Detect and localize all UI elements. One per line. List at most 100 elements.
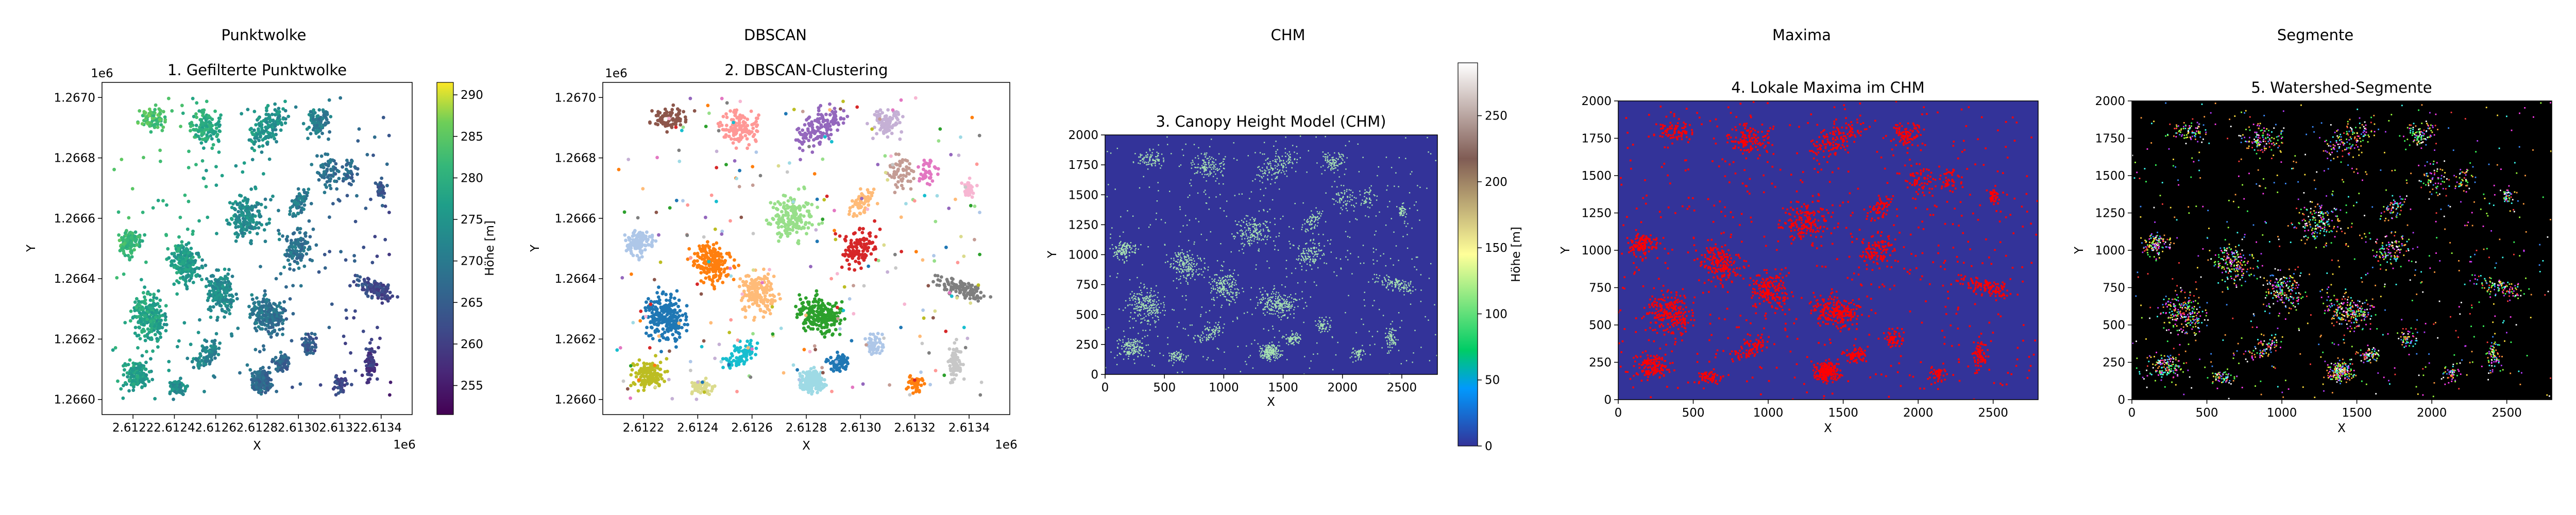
data-point xyxy=(138,109,142,113)
cluster-point xyxy=(654,354,657,358)
data-point xyxy=(345,174,349,178)
data-point xyxy=(307,344,311,348)
cluster-point xyxy=(749,282,753,285)
cluster-point xyxy=(660,377,664,381)
data-point xyxy=(291,312,295,316)
data-point xyxy=(122,373,126,377)
data-point xyxy=(173,389,177,393)
cluster-point xyxy=(927,164,931,168)
data-point xyxy=(269,198,273,202)
cluster-point xyxy=(665,130,669,134)
data-point xyxy=(253,186,258,191)
cluster-point xyxy=(901,186,905,191)
data-point xyxy=(250,206,255,210)
data-point xyxy=(213,109,217,113)
cluster-point xyxy=(952,366,956,370)
cluster-point xyxy=(664,303,668,307)
cluster-point xyxy=(786,199,790,203)
cluster-point xyxy=(741,307,744,311)
cluster-point xyxy=(947,347,952,351)
data-point xyxy=(370,261,375,265)
data-point xyxy=(192,281,195,284)
data-point xyxy=(124,381,127,385)
data-point xyxy=(200,159,205,163)
cluster-point xyxy=(895,185,899,189)
cluster-point xyxy=(810,120,814,124)
data-point xyxy=(144,301,147,305)
data-point xyxy=(202,116,206,120)
data-point xyxy=(275,140,278,144)
data-point xyxy=(257,325,261,329)
data-point xyxy=(191,255,195,259)
cluster-point xyxy=(743,134,748,138)
cluster-point xyxy=(874,235,878,238)
cluster-point xyxy=(778,297,782,301)
cluster-point xyxy=(742,289,746,293)
cluster-point xyxy=(886,108,890,112)
data-point xyxy=(242,161,246,165)
cluster-point xyxy=(804,321,808,325)
data-point xyxy=(279,128,283,132)
data-point xyxy=(281,333,284,336)
data-point xyxy=(219,293,224,297)
data-point xyxy=(207,354,211,358)
cluster-point xyxy=(704,255,708,260)
cluster-point xyxy=(844,235,848,238)
data-point xyxy=(128,358,132,362)
data-point xyxy=(178,255,182,260)
data-point xyxy=(239,207,243,211)
data-point xyxy=(320,125,324,129)
cluster-point xyxy=(803,186,806,191)
cluster-point xyxy=(857,256,860,261)
cluster-point xyxy=(784,213,788,217)
data-point xyxy=(241,170,245,174)
data-point xyxy=(353,309,357,313)
data-point xyxy=(351,179,355,183)
cluster-point xyxy=(852,232,856,236)
cluster-point xyxy=(898,164,902,168)
cluster-point xyxy=(782,221,786,225)
data-point xyxy=(175,292,179,296)
cluster-point xyxy=(714,274,718,278)
cluster-point xyxy=(752,122,755,126)
data-point xyxy=(385,162,389,166)
cluster-point xyxy=(755,129,759,133)
data-point xyxy=(188,279,192,283)
cluster-point xyxy=(839,117,843,121)
cluster-point xyxy=(819,304,823,308)
data-point xyxy=(383,204,387,208)
colorbar-tick-label: 275 xyxy=(461,213,483,227)
data-point xyxy=(279,121,283,125)
cluster-point xyxy=(772,274,776,278)
data-point xyxy=(129,241,133,245)
data-point xyxy=(251,385,256,389)
data-point xyxy=(375,292,379,296)
cluster-point xyxy=(826,308,830,313)
cluster-point xyxy=(855,246,859,250)
cluster-point xyxy=(840,265,844,269)
cluster-point xyxy=(696,251,700,255)
cluster-point xyxy=(953,351,957,355)
data-point xyxy=(133,234,137,238)
cluster-point xyxy=(679,123,683,127)
cluster-point xyxy=(735,116,739,120)
cluster-point xyxy=(778,217,782,221)
panel-title: Punktwolke xyxy=(221,26,306,44)
data-point xyxy=(129,319,132,323)
cluster-point xyxy=(775,208,779,212)
data-point xyxy=(200,266,205,269)
data-point xyxy=(343,377,347,381)
data-point xyxy=(380,203,384,208)
cluster-point xyxy=(647,315,650,319)
cluster-point xyxy=(868,242,872,245)
cluster-point xyxy=(642,374,647,379)
data-point xyxy=(366,277,370,280)
data-point xyxy=(326,175,330,179)
data-point xyxy=(341,165,345,169)
data-point xyxy=(218,286,222,290)
chart-title: 2. DBSCAN-Clustering xyxy=(724,61,888,79)
data-point xyxy=(140,122,144,126)
data-point xyxy=(353,369,358,372)
cluster-point xyxy=(963,296,967,300)
cluster-point xyxy=(759,284,764,288)
